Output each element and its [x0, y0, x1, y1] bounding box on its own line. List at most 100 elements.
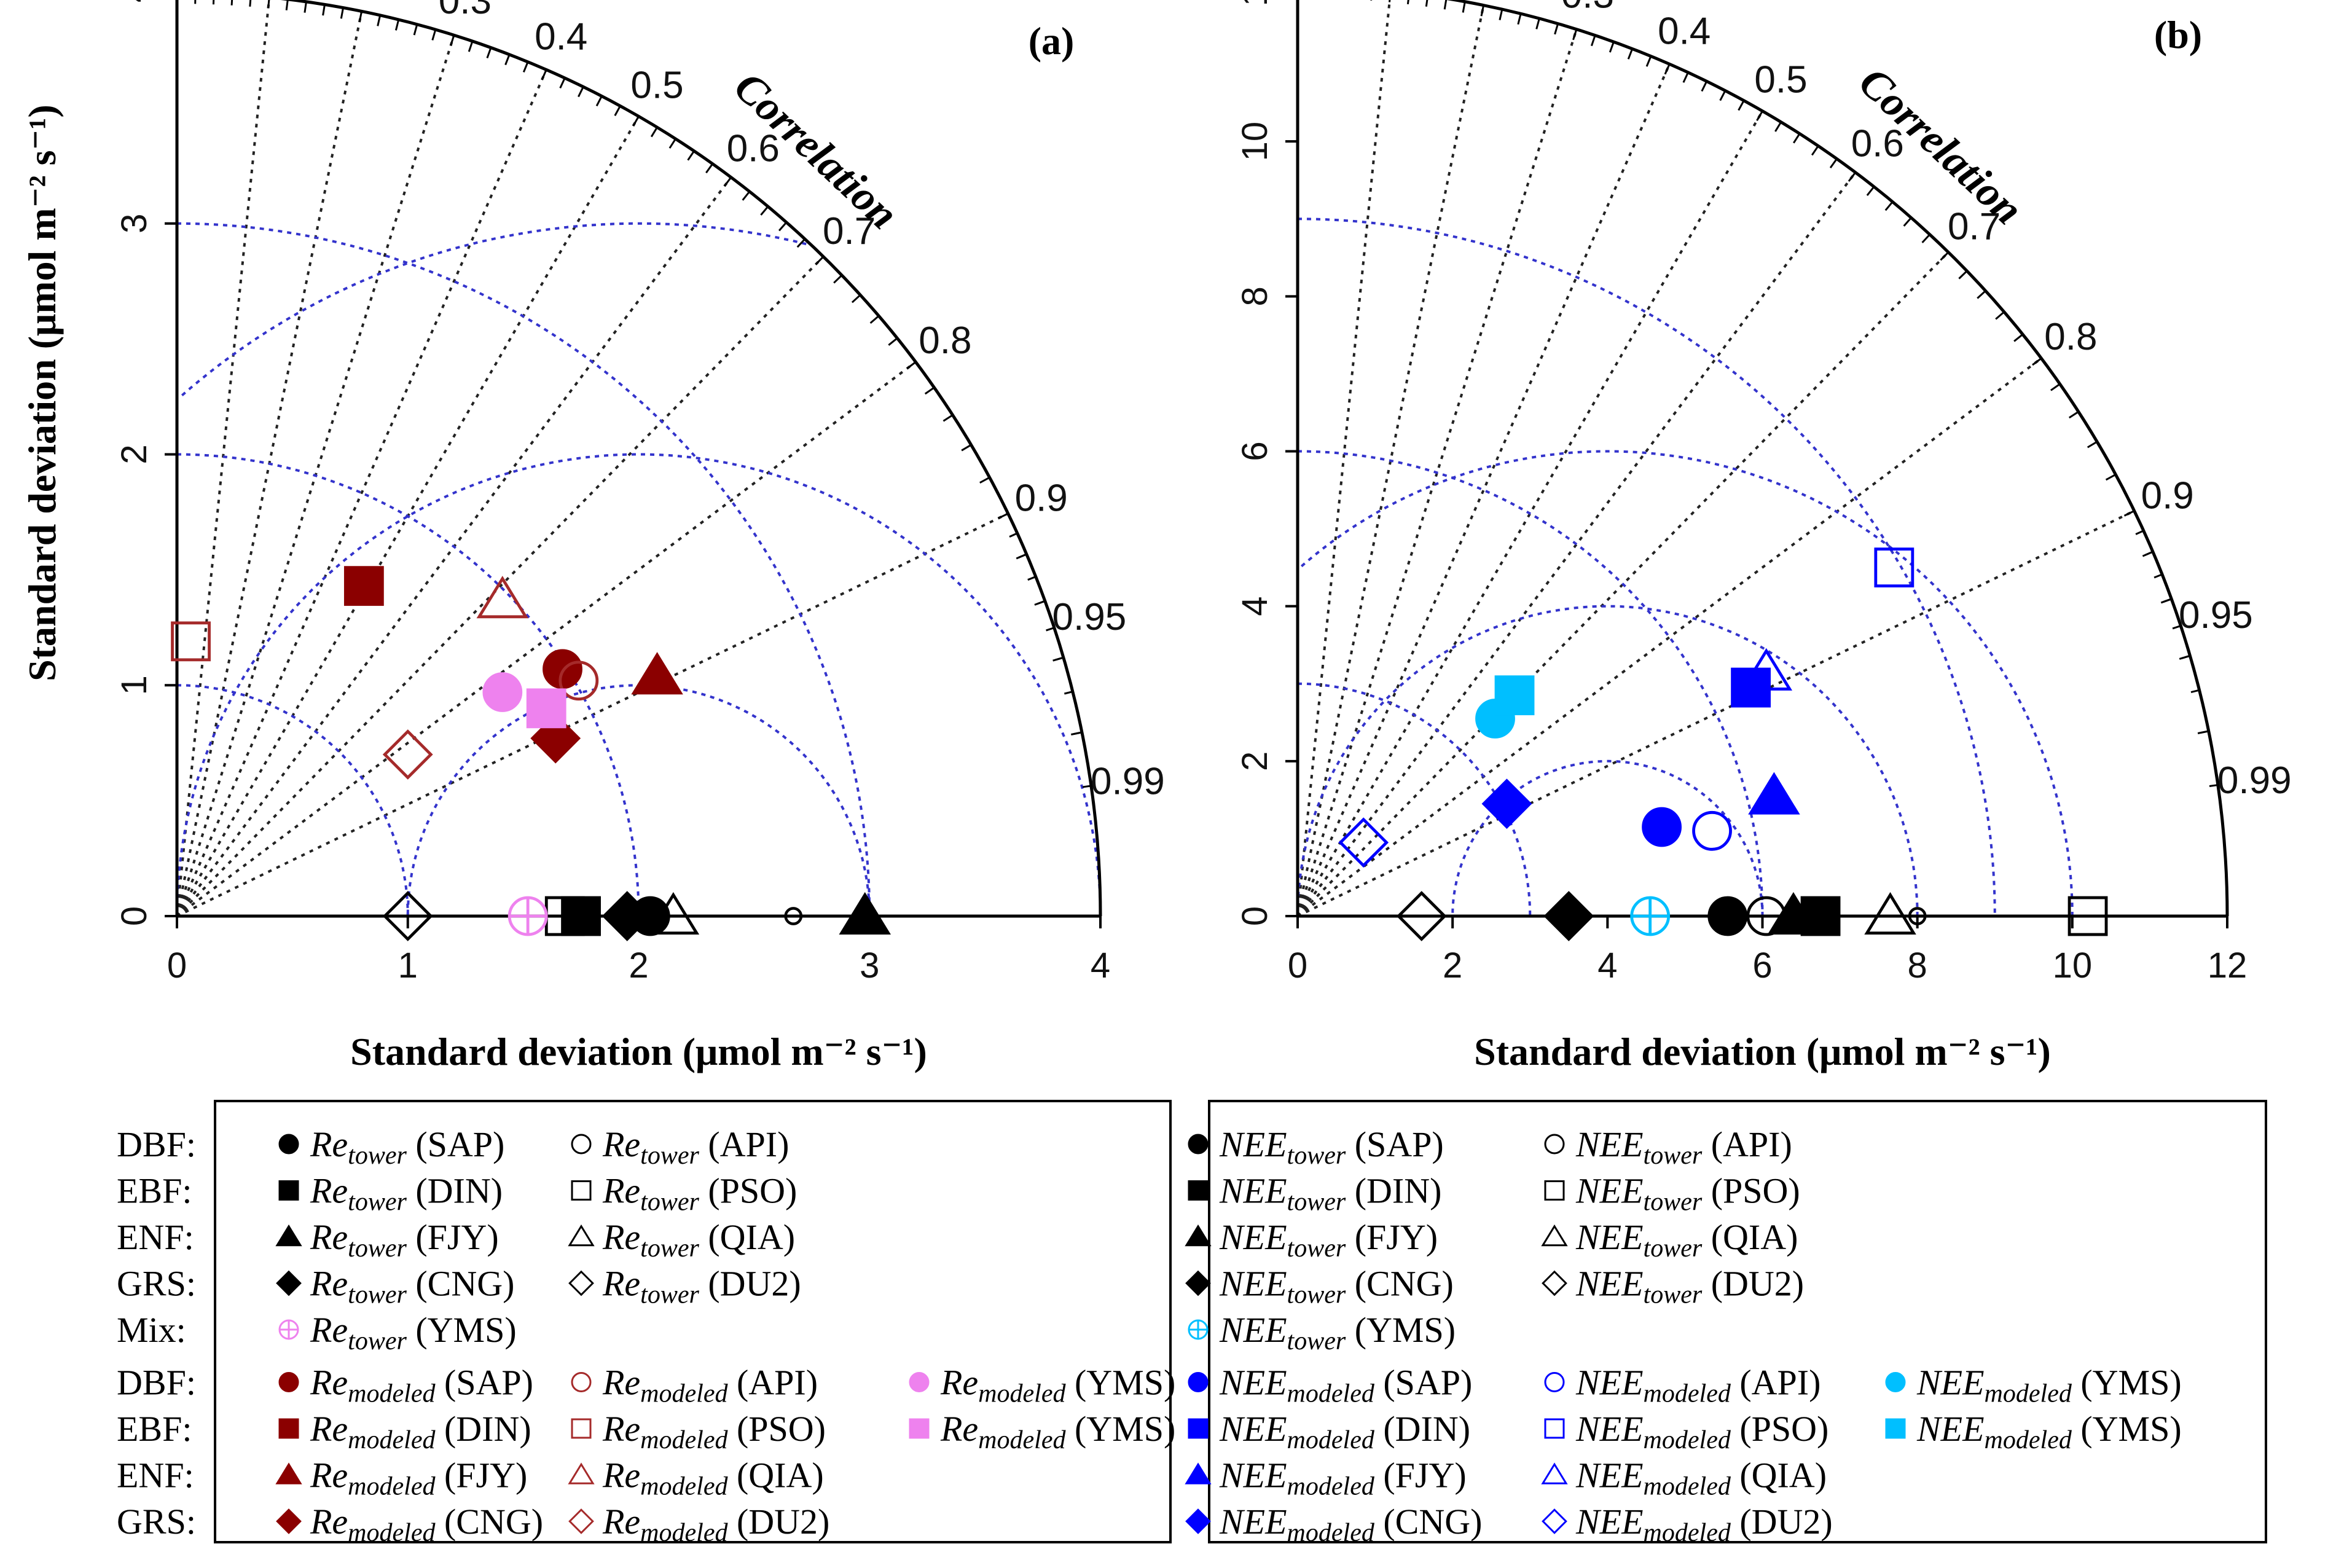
data-point	[1396, 891, 1447, 941]
correlation-tick	[1940, 251, 1950, 261]
data-point	[602, 891, 653, 941]
correlation-tick-label: 0.95	[1052, 596, 1127, 638]
legend-label: NEEtower (CNG)	[1219, 1264, 1454, 1309]
correlation-line	[1296, 110, 1764, 917]
correlation-tick	[1645, 55, 1652, 67]
legend-label: NEEmodeled (FJY)	[1219, 1456, 1467, 1501]
legend-site: (YMS)	[1346, 1310, 1456, 1350]
data-point	[1338, 817, 1389, 868]
legend-subscript: modeled	[1644, 1519, 1731, 1547]
correlation-tick	[1499, 9, 1503, 20]
correlation-tick	[1774, 121, 1782, 132]
correlation-tick	[1903, 217, 1912, 227]
legend-label: NEEmodeled (DU2)	[1575, 1502, 1833, 1547]
correlation-tick-label: 0.4	[535, 15, 587, 58]
legend-subscript: modeled	[348, 1519, 436, 1547]
legend-prefix: NEE	[1219, 1456, 1287, 1495]
legend-label: NEEmodeled (QIA)	[1575, 1456, 1827, 1501]
correlation-tick	[504, 54, 511, 66]
data-point	[631, 652, 683, 695]
x-tick-label: 6	[1752, 946, 1772, 986]
correlation-tick-label: 0.8	[919, 319, 971, 362]
legend-prefix: NEE	[1575, 1363, 1644, 1403]
legend-prefix: NEE	[1219, 1264, 1287, 1304]
legend-label: Retower (FJY)	[310, 1217, 499, 1263]
legend-label: NEEtower (API)	[1575, 1124, 1792, 1170]
rms-circle	[1296, 605, 1919, 917]
correlation-tick	[2087, 441, 2098, 449]
legend-subscript: modeled	[1287, 1473, 1375, 1501]
correlation-tick-label: 0.9	[1015, 477, 1068, 520]
legend-subscript: tower	[1644, 1234, 1703, 1263]
legend-label: NEEmodeled (CNG)	[1219, 1502, 1482, 1547]
correlation-tick	[541, 69, 547, 80]
legend-marker	[275, 1224, 302, 1247]
correlation-tick	[833, 274, 843, 284]
legend-marker	[278, 1180, 299, 1201]
data-point	[1908, 907, 1927, 925]
correlation-tick-label: 0.3	[1561, 0, 1614, 16]
x-tick-label: 0	[167, 946, 187, 986]
legend-site: (SAP)	[407, 1124, 505, 1164]
legend-subscript: tower	[348, 1327, 407, 1355]
legend-category: EBF:	[117, 1409, 192, 1449]
x-tick-label: 8	[1908, 946, 1927, 986]
legend-label: Remodeled (YMS)	[940, 1363, 1175, 1408]
legend-marker	[276, 1270, 302, 1296]
legend-marker	[1185, 1224, 1212, 1247]
legend-marker	[1188, 1180, 1209, 1201]
correlation-tick	[687, 150, 695, 161]
legend-prefix: NEE	[1219, 1409, 1287, 1449]
sd-arc	[176, 453, 640, 917]
correlation-tick	[249, 0, 252, 7]
legend-subscript: modeled	[640, 1473, 728, 1501]
correlation-tick-label: 0.99	[2217, 759, 2292, 802]
legend-site: (FJY)	[1346, 1217, 1438, 1257]
legend-label: NEEmodeled (DIN)	[1219, 1409, 1470, 1454]
legend-prefix: NEE	[1575, 1409, 1644, 1449]
correlation-tick	[1884, 201, 1894, 211]
correlation-tick	[650, 127, 658, 138]
legend-subscript: tower	[1644, 1142, 1703, 1170]
correlation-tick-label: 0.3	[439, 0, 492, 22]
legend-label: NEEtower (FJY)	[1219, 1217, 1438, 1263]
data-point	[1642, 807, 1682, 847]
legend-subscript: modeled	[348, 1426, 436, 1454]
correlation-line	[1296, 29, 1578, 917]
data-point	[1746, 896, 1787, 936]
correlation-tick	[906, 361, 917, 370]
legend-site: (YMS)	[2072, 1409, 2182, 1449]
legend-subscript: tower	[1287, 1281, 1346, 1309]
correlation-tick-fine	[1009, 532, 1018, 538]
legend-site: (DU2)	[699, 1264, 801, 1304]
correlation-tick	[413, 24, 418, 36]
correlation-tick-fine	[2181, 654, 2190, 659]
correlation-line	[1296, 171, 1857, 917]
legend-marker	[1885, 1372, 1906, 1392]
correlation-tick-fine	[2144, 551, 2154, 556]
legend-marker	[1885, 1418, 1906, 1439]
legend-label: NEEmodeled (PSO)	[1575, 1409, 1828, 1454]
correlation-tick	[1370, 0, 1373, 1]
data-point	[1481, 778, 1532, 829]
legend-site: (DIN)	[435, 1409, 531, 1449]
legend-category: Mix:	[117, 1310, 186, 1350]
legend-site: (DU2)	[727, 1502, 829, 1542]
x-tick-label: 2	[1443, 946, 1462, 986]
data-point	[2067, 896, 2108, 936]
correlation-tick-label: 0.4	[1658, 10, 1711, 52]
correlation-tick	[943, 414, 954, 422]
legend-site: (QIA)	[699, 1217, 795, 1257]
legend-subscript: tower	[348, 1188, 407, 1217]
x-tick-label: 2	[629, 946, 648, 986]
correlation-tick-label: 0.9	[2141, 474, 2194, 517]
correlation-tick	[760, 206, 769, 216]
y-tick-label: 12	[1235, 0, 1275, 6]
legend-marker	[571, 1180, 592, 1201]
correlation-tick	[1701, 80, 1708, 92]
correlation-tick	[431, 29, 437, 41]
legend-prefix: NEE	[1219, 1502, 1287, 1542]
legend-site: (FJY)	[1374, 1456, 1467, 1495]
legend-subscript: tower	[1287, 1142, 1346, 1170]
legend-marker	[275, 1462, 302, 1484]
